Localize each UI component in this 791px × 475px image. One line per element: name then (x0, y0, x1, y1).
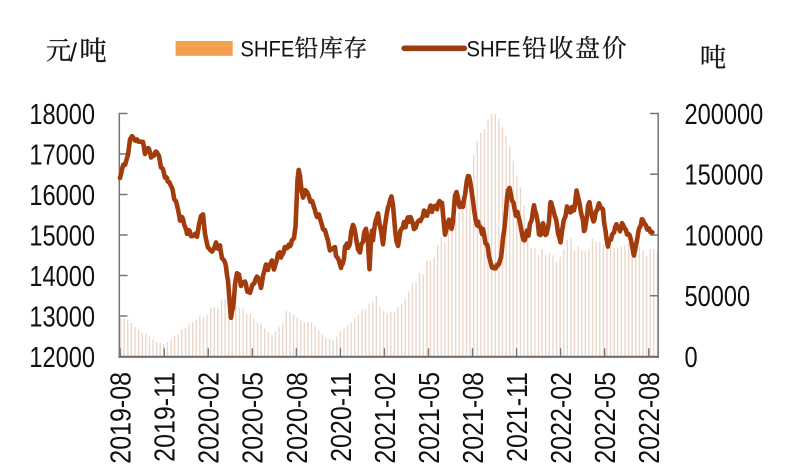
svg-text:2022-05: 2022-05 (589, 372, 621, 464)
svg-text:2020-11: 2020-11 (325, 372, 357, 462)
svg-text:SHFE: SHFE (466, 37, 520, 62)
svg-text:2022-08: 2022-08 (633, 372, 665, 464)
svg-text:2019-11: 2019-11 (149, 372, 181, 462)
svg-text:50000: 50000 (685, 280, 751, 313)
svg-text:13000: 13000 (29, 300, 95, 333)
svg-text:15000: 15000 (29, 219, 95, 252)
svg-text:12000: 12000 (29, 341, 95, 374)
svg-text:SHFE: SHFE (240, 37, 294, 62)
svg-text:100000: 100000 (685, 219, 764, 252)
svg-text:2020-02: 2020-02 (193, 372, 225, 464)
svg-text:2019-08: 2019-08 (105, 372, 137, 464)
svg-text:17000: 17000 (29, 138, 95, 171)
svg-text:2021-11: 2021-11 (501, 372, 533, 462)
svg-text:/: / (70, 37, 78, 67)
svg-text:2020-08: 2020-08 (281, 372, 313, 464)
svg-text:2022-02: 2022-02 (545, 372, 577, 464)
svg-text:16000: 16000 (29, 179, 95, 212)
svg-text:2021-05: 2021-05 (413, 372, 445, 464)
svg-text:2020-05: 2020-05 (237, 372, 269, 464)
svg-text:2021-02: 2021-02 (369, 372, 401, 464)
svg-text:18000: 18000 (29, 98, 95, 131)
svg-text:14000: 14000 (29, 260, 95, 293)
svg-text:0: 0 (685, 341, 698, 374)
svg-text:2021-08: 2021-08 (457, 372, 489, 464)
svg-text:150000: 150000 (685, 158, 764, 191)
svg-text:200000: 200000 (685, 98, 764, 131)
